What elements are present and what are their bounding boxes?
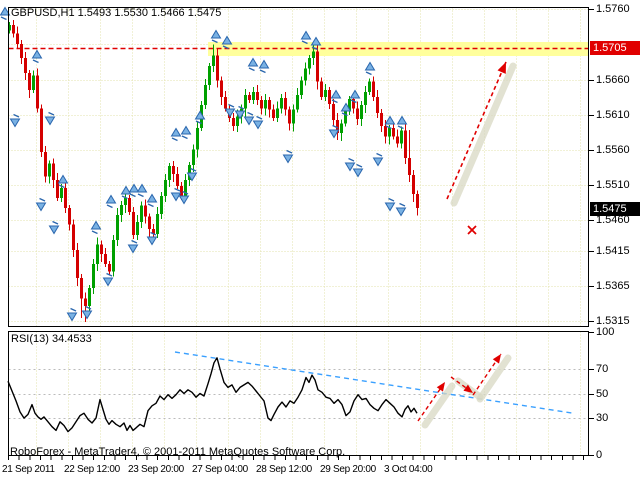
fractal-down-icon [127,239,139,254]
fractal-down-icon [178,190,190,205]
fractal-up-icon [31,49,43,64]
fractal-up-icon [146,193,158,208]
rsi-tick-label: 0 [596,449,603,461]
time-axis-label: 27 Sep 04:00 [192,464,248,475]
fractal-down-icon [384,197,396,212]
fractal-up-icon [384,115,396,130]
fractal-down-icon [66,307,78,322]
rsi-tick-label: 100 [596,326,615,338]
fractal-down-icon [48,220,60,235]
fractal-up-icon [57,174,69,189]
fractal-up-icon [258,59,270,74]
fractal-down-icon [395,202,407,217]
fractal-down-icon [352,163,364,178]
fractal-down-icon [224,103,236,118]
grid-layer [8,7,589,456]
price-tick-label: 1.5510 [596,179,630,191]
fractal-down-icon [186,167,198,182]
fractal-down-icon [282,149,294,164]
fractal-up-icon [194,110,206,125]
fractal-arrows-layer [0,6,408,322]
fractal-down-icon [328,124,340,139]
rsi-arrow-2 [450,376,484,401]
fractal-up-icon [247,57,259,72]
rsi-line [7,357,418,433]
rsi-trendline[interactable] [174,351,573,414]
price-tick-label: 1.5560 [596,144,630,156]
rsi-name: RSI(13) [11,333,49,345]
fractal-down-icon [372,152,384,167]
fractal-up-icon [210,29,222,44]
fractal-up-icon [90,220,102,235]
fractal-up-icon [396,115,408,130]
rsi-value: 34.4533 [48,333,92,345]
price-tick-label: 1.5610 [596,109,630,121]
time-axis-label: 3 Oct 04:00 [384,464,433,475]
fractal-up-icon [330,89,342,104]
fractal-down-icon [35,197,47,212]
fractal-down-icon [9,113,21,128]
time-axis-label: 21 Sep 2011 [2,464,55,475]
axis-ticks [8,9,594,460]
fractal-up-icon [0,6,11,21]
price-tick-label: 1.5315 [596,315,630,327]
resistance-zone [208,42,589,56]
rsi-tick-label: 30 [596,412,609,424]
time-axis-label: 23 Sep 20:00 [128,464,184,475]
candles-layer [8,19,419,323]
projection-arrow-main [446,61,517,207]
annotations-layer [446,61,517,235]
price-tick-label: 1.5660 [596,74,630,86]
fractal-up-icon [340,102,352,117]
fractal-up-icon [128,183,140,198]
fractal-up-icon [221,35,233,50]
rsi-tick-label: 70 [596,363,609,375]
price-tick-label: 1.5760 [596,3,630,15]
cross-marker [467,225,477,235]
symbol-ohlc-line: GBPUSD,H1 1.5493 1.5530 1.5466 1.5475 [11,7,222,19]
panel-borders [8,7,589,456]
rsi-indicator-label: RSI(13) 34.4533 [11,333,92,345]
fractal-up-icon [170,127,182,142]
fractal-down-icon [44,111,56,126]
time-axis-label: 22 Sep 12:00 [64,464,120,475]
rsi-arrow-1 [417,381,456,429]
price-tick-label: 1.5460 [596,214,630,226]
fractal-down-icon [146,231,158,246]
rsi-arrows-layer [417,353,512,429]
fractal-down-icon [102,272,114,287]
price-tick-label: 1.5415 [596,245,630,257]
fractal-up-icon [349,89,361,104]
resistance-price-badge: 1.5705 [590,41,640,55]
fractal-down-icon [243,111,255,126]
time-axis-label: 28 Sep 12:00 [256,464,312,475]
copyright-text: RoboForex - MetaTrader4, © 2001-2011 Met… [10,446,346,458]
rsi-arrow-3 [472,353,512,403]
current-price-badge: 1.5475 [590,202,640,216]
fractal-up-icon [364,61,376,76]
time-axis-label: 29 Sep 20:00 [320,464,376,475]
fractal-down-icon [81,305,93,320]
fractal-down-icon [252,115,264,130]
fractal-up-icon [300,30,312,45]
fractal-down-icon [344,157,356,172]
fractal-up-icon [180,125,192,140]
price-tick-label: 1.5365 [596,280,630,292]
fractal-down-icon [234,105,246,120]
fractal-up-icon [120,185,132,200]
fractal-up-icon [310,36,322,51]
rsi-tick-label: 50 [596,388,609,400]
fractal-down-icon [170,187,182,202]
fractal-up-icon [136,183,148,198]
fractal-up-icon [105,194,117,209]
